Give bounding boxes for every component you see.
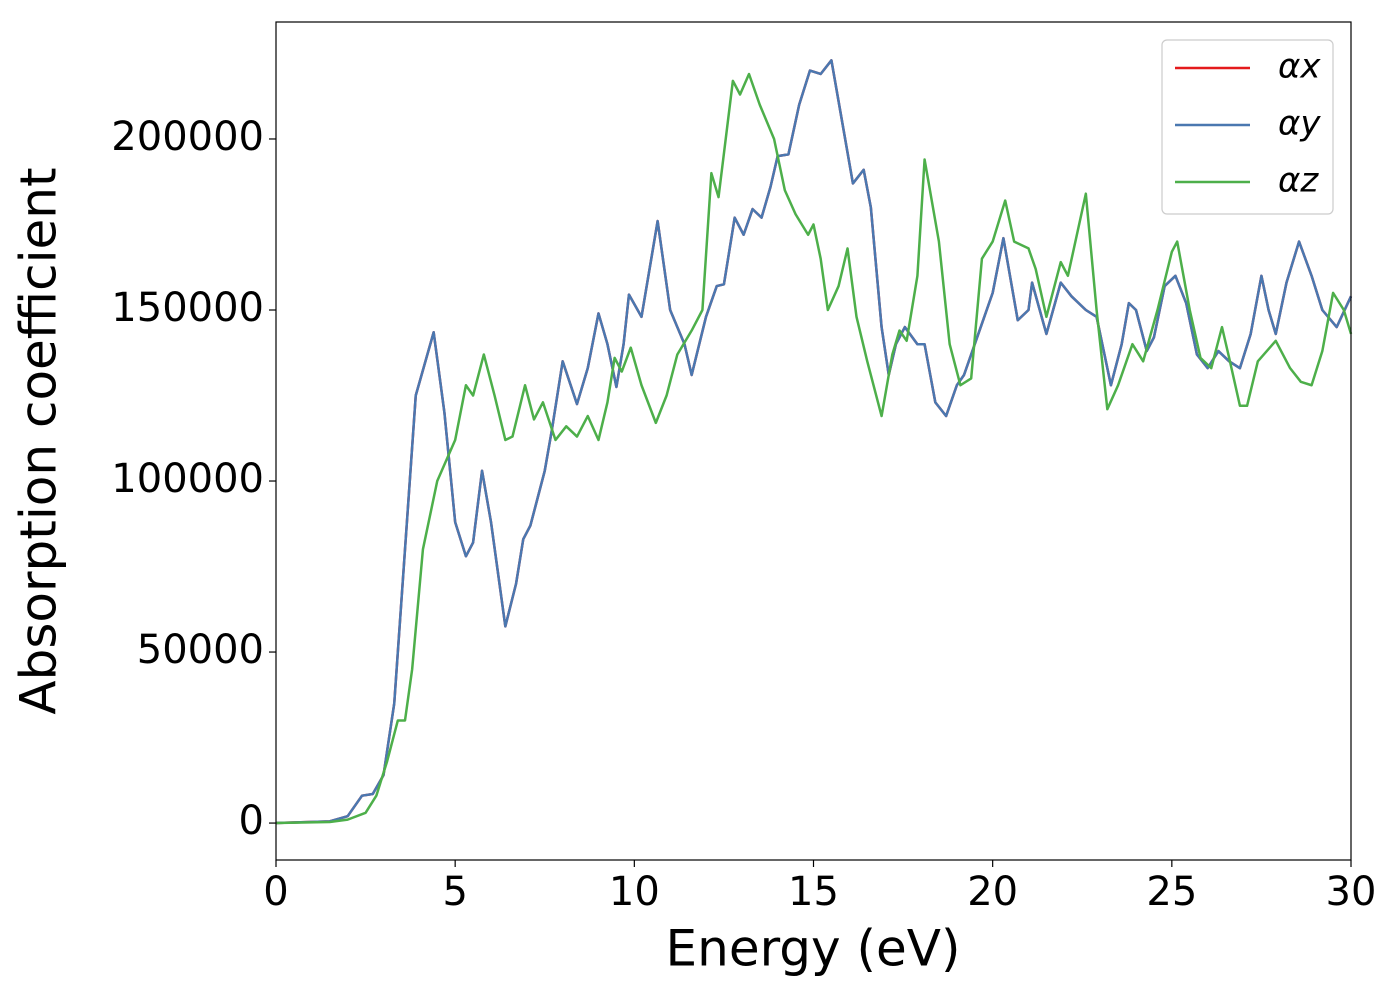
legend-label: αy [1278, 104, 1321, 144]
x-tick-label: 25 [1146, 869, 1197, 915]
x-tick-label: 0 [263, 869, 288, 915]
line-series [275, 72, 1353, 825]
y-axis-label: Absorption coefficient [10, 167, 68, 714]
legend-label: αz [1278, 161, 1319, 201]
x-axis-label: Energy (eV) [666, 920, 961, 978]
x-tick-label: 30 [1326, 869, 1377, 915]
y-tick-label: 0 [239, 798, 264, 844]
x-tick-label: 20 [967, 869, 1018, 915]
plot-frame [275, 21, 1352, 861]
line-series [275, 59, 1353, 825]
y-tick-label: 100000 [111, 456, 264, 502]
legend-box [1161, 39, 1334, 215]
y-tick-label: 50000 [137, 627, 264, 673]
y-tick-label: 150000 [111, 285, 264, 331]
legend-label: αx [1278, 47, 1321, 87]
y-tick-label: 200000 [111, 114, 264, 160]
x-tick-label: 10 [609, 869, 660, 915]
x-tick-label: 5 [442, 869, 467, 915]
x-tick-label: 15 [788, 869, 839, 915]
